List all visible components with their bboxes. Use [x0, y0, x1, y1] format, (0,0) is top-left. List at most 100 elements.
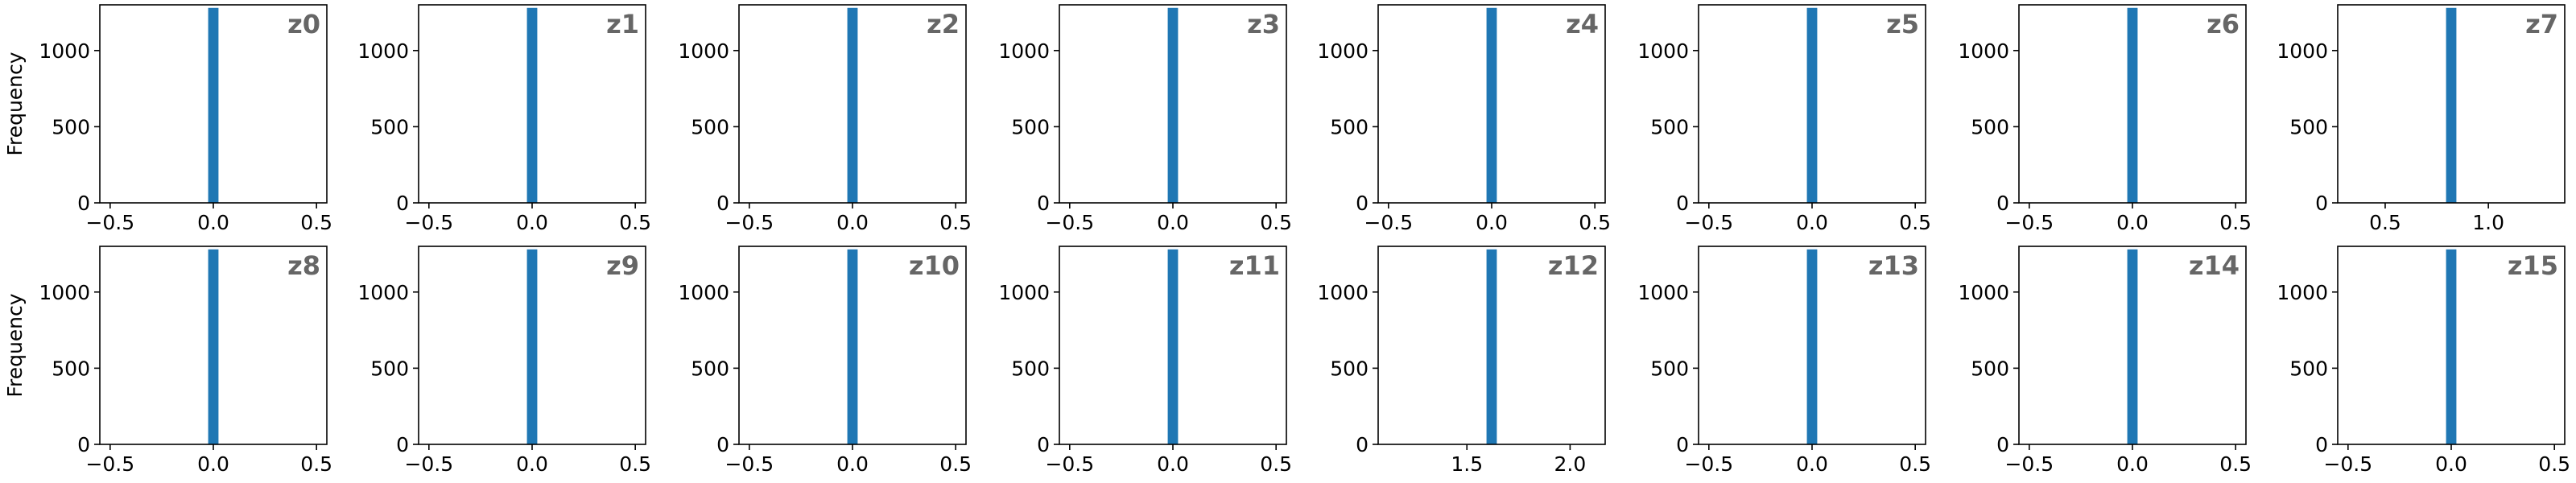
y-tick-label: 0	[1037, 433, 1050, 456]
y-tick-label: 0	[1356, 192, 1368, 215]
histogram-panel-z2: 0 500 1000 −0.5 0.0 0.5 z2	[678, 4, 972, 234]
x-tick-label: 0.5	[2369, 211, 2401, 234]
panel-title: z0	[287, 9, 320, 39]
y-tick-label: 0	[1037, 192, 1050, 215]
x-tick-label: −0.5	[724, 211, 774, 234]
axes-frame	[2337, 4, 2566, 204]
y-tick-label: 1000	[998, 281, 1050, 304]
y-tick-label: 500	[52, 357, 90, 380]
histogram-bar	[1806, 249, 1818, 444]
y-tick-label: 0	[396, 192, 409, 215]
y-tick-label: 500	[52, 115, 90, 138]
x-tick-label: 0.5	[1260, 452, 1292, 476]
panel-title: z5	[1886, 9, 1919, 39]
x-tick-label: 1.5	[1451, 452, 1483, 476]
y-axis-label: Frequency	[3, 52, 27, 155]
panel-title: z11	[1229, 250, 1280, 281]
histogram-bar	[2446, 7, 2457, 204]
y-tick-label: 1000	[357, 281, 409, 304]
histogram-bar	[2446, 249, 2457, 444]
y-tick-label: 1000	[1637, 281, 1689, 304]
y-tick-label: 1000	[678, 281, 729, 304]
histogram-bar	[2127, 249, 2138, 444]
x-tick-label: 0.5	[1899, 452, 1931, 476]
panel-title: z14	[2189, 250, 2240, 281]
y-tick-label: 0	[2315, 433, 2328, 456]
y-tick-label: 500	[370, 357, 409, 380]
x-tick-label: 0.0	[1476, 211, 1508, 234]
x-tick-label: −0.5	[85, 211, 134, 234]
x-tick-label: 0.5	[619, 211, 651, 234]
y-tick-label: 0	[1996, 192, 2009, 215]
x-tick-label: 0.0	[1157, 211, 1189, 234]
y-tick-label: 1000	[1317, 39, 1368, 63]
x-tick-label: 0.5	[939, 211, 972, 234]
histogram-panel-z14: 0 500 1000 −0.5 0.0 0.5 z14	[1958, 246, 2252, 476]
histogram-bar	[1167, 249, 1179, 444]
x-tick-label: −0.5	[85, 452, 134, 476]
y-tick-label: 500	[1011, 357, 1050, 380]
x-tick-label: −0.5	[1684, 452, 1733, 476]
histogram-bar	[1167, 7, 1179, 204]
y-tick-label: 500	[2289, 357, 2328, 380]
histogram-panel-z15: 0 500 1000 −0.5 0.0 0.5 z15	[2277, 246, 2570, 476]
panel-title: z7	[2525, 9, 2558, 39]
y-tick-label: 0	[77, 433, 90, 456]
histogram-bar	[526, 249, 538, 444]
histogram-bar	[208, 7, 219, 204]
y-tick-label: 500	[1971, 115, 2009, 138]
y-tick-label: 1000	[2277, 39, 2328, 63]
x-tick-label: 0.0	[836, 211, 869, 234]
histogram-panel-z10: 0 500 1000 −0.5 0.0 0.5 z10	[678, 246, 972, 476]
x-tick-label: −0.5	[1045, 452, 1094, 476]
x-tick-label: 0.0	[1157, 452, 1189, 476]
y-tick-label: 500	[1330, 357, 1368, 380]
y-tick-label: 1000	[1958, 281, 2009, 304]
histogram-panel-z4: 0 500 1000 −0.5 0.0 0.5 z4	[1317, 4, 1611, 234]
histogram-panel-z5: 0 500 1000 −0.5 0.0 0.5 z5	[1637, 4, 1931, 234]
x-tick-label: 0.5	[2219, 452, 2252, 476]
x-tick-label: 0.5	[300, 211, 332, 234]
histogram-bar	[526, 7, 538, 204]
x-tick-label: −0.5	[404, 452, 453, 476]
y-tick-label: 1000	[357, 39, 409, 63]
histogram-panel-z1: 0 500 1000 −0.5 0.0 0.5 z1	[357, 4, 651, 234]
y-tick-label: 0	[716, 433, 729, 456]
histogram-panel-z3: 0 500 1000 −0.5 0.0 0.5 z3	[998, 4, 1292, 234]
y-tick-label: 500	[691, 115, 729, 138]
panel-title: z12	[1548, 250, 1599, 281]
y-tick-label: 500	[1650, 357, 1689, 380]
x-tick-label: 0.0	[836, 452, 869, 476]
y-tick-label: 1000	[678, 39, 729, 63]
x-tick-label: 0.0	[2116, 211, 2149, 234]
x-tick-label: −0.5	[1364, 211, 1413, 234]
y-tick-label: 0	[77, 192, 90, 215]
panel-title: z13	[1868, 250, 1919, 281]
y-tick-label: 500	[1011, 115, 1050, 138]
x-tick-label: −0.5	[404, 211, 453, 234]
histogram-bar	[1486, 249, 1497, 444]
histogram-bar	[847, 249, 858, 444]
y-tick-label: 0	[1356, 433, 1368, 456]
panel-title: z3	[1247, 9, 1280, 39]
y-tick-label: 500	[1650, 115, 1689, 138]
x-tick-label: −0.5	[724, 452, 774, 476]
y-tick-label: 1000	[1317, 281, 1368, 304]
x-tick-label: 0.0	[197, 211, 229, 234]
panel-title: z1	[606, 9, 639, 39]
x-tick-label: 0.5	[2219, 211, 2252, 234]
x-tick-label: 0.5	[1579, 211, 1611, 234]
x-tick-label: −0.5	[2323, 452, 2372, 476]
panel-title: z6	[2207, 9, 2240, 39]
x-tick-label: −0.5	[2004, 211, 2054, 234]
histogram-panel-z11: 0 500 1000 −0.5 0.0 0.5 z11	[998, 246, 1292, 476]
panel-title: z8	[287, 250, 320, 281]
x-tick-label: 0.0	[516, 211, 548, 234]
x-tick-label: 0.5	[619, 452, 651, 476]
y-tick-label: 1000	[998, 39, 1050, 63]
y-tick-label: 1000	[39, 281, 90, 304]
y-tick-label: 1000	[1637, 39, 1689, 63]
panel-title: z9	[606, 250, 639, 281]
y-tick-label: 500	[691, 357, 729, 380]
